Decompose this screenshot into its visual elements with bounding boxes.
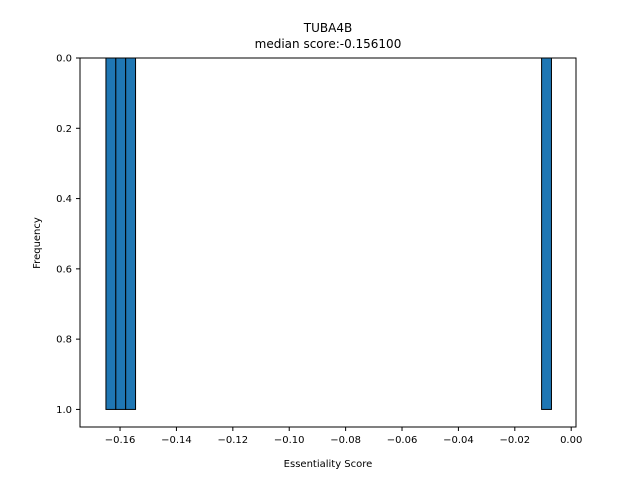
histogram-bar-0 <box>105 57 117 410</box>
x-tick-label-1: −0.14 <box>161 435 192 446</box>
y-tick-label-5: 1.0 <box>56 405 72 416</box>
x-tick-label-3: −0.10 <box>274 435 305 446</box>
y-tick-label-0: 0.0 <box>56 54 72 65</box>
y-axis-label: Frequency <box>32 217 43 269</box>
x-axis-label: Essentiality Score <box>284 459 373 470</box>
y-tick-label-1: 0.2 <box>56 124 72 135</box>
y-tick-label-4: 0.8 <box>56 335 72 346</box>
y-axis: 0.0 0.2 0.4 0.6 0.8 1.0 <box>56 54 80 416</box>
chart-title: TUBA4B <box>303 21 352 35</box>
x-tick-label-0: −0.16 <box>105 435 136 446</box>
histogram-bar-2 <box>125 57 137 410</box>
histogram-bar-1 <box>115 57 127 410</box>
bars-layer <box>105 57 552 410</box>
x-tick-label-2: −0.12 <box>218 435 249 446</box>
plot-frame <box>79 57 577 428</box>
x-tick-label-5: −0.06 <box>387 435 418 446</box>
histogram-bar-3 <box>541 57 552 410</box>
x-tick-label-7: −0.02 <box>499 435 530 446</box>
y-tick-label-2: 0.4 <box>56 194 72 205</box>
x-tick-label-4: −0.08 <box>330 435 361 446</box>
x-tick-label-8: 0.00 <box>560 435 582 446</box>
x-tick-label-6: −0.04 <box>443 435 474 446</box>
y-tick-label-3: 0.6 <box>56 264 72 275</box>
x-axis: −0.16 −0.14 −0.12 −0.10 −0.08 −0.06 −0.04 −0.02… <box>105 427 582 446</box>
chart-subtitle: median score:-0.156100 <box>255 37 402 51</box>
